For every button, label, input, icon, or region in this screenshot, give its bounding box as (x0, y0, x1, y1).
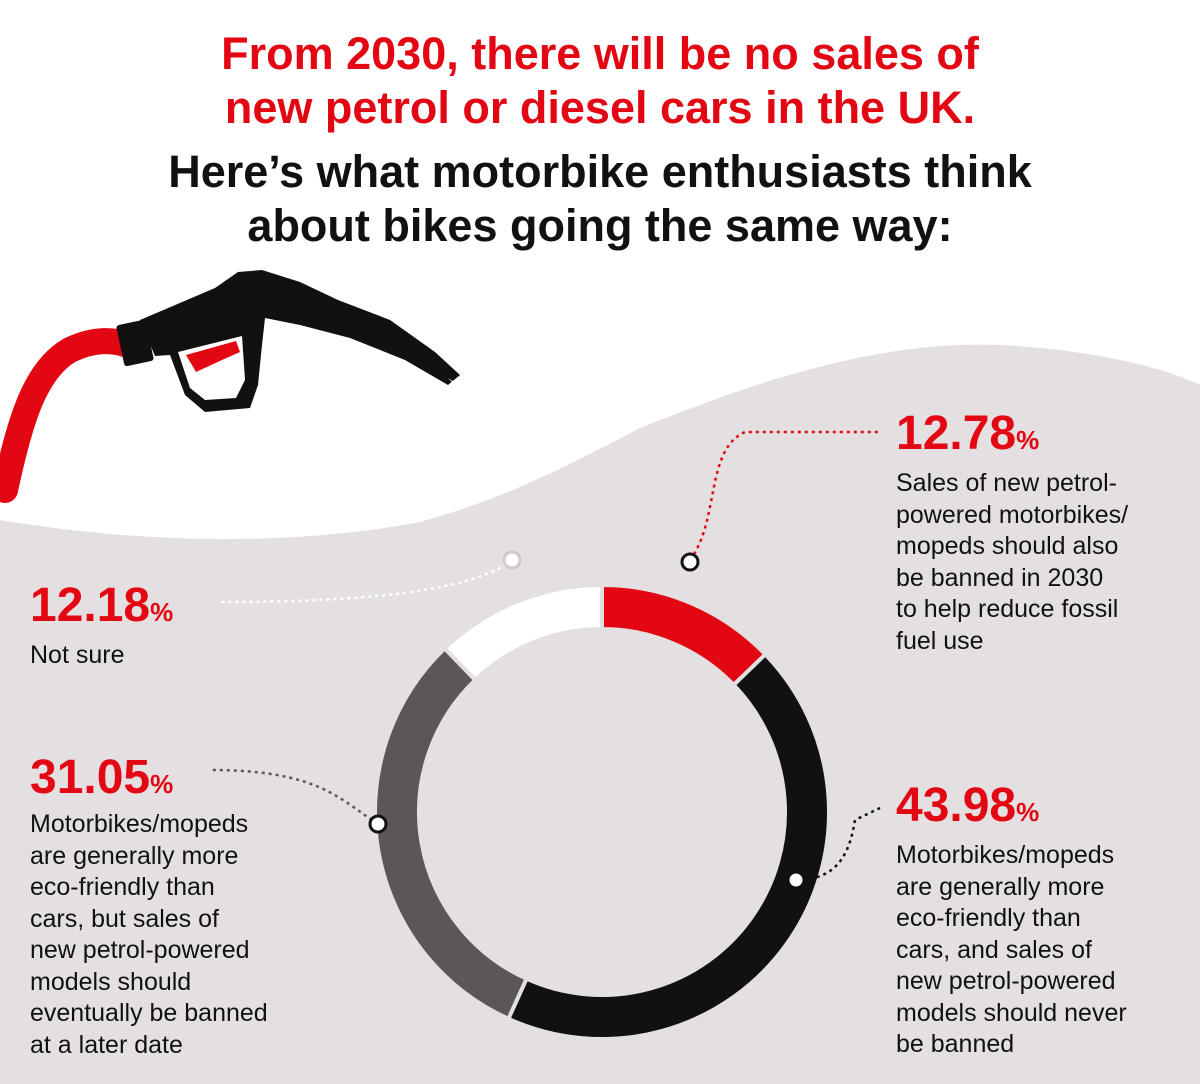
leader-dot-slice-banned-later (368, 814, 388, 834)
slice-not-sure (441, 582, 604, 683)
slice-description-banned-2030: Sales of new petrol- powered motorbikes/… (896, 469, 1129, 655)
fuel-stream (448, 378, 548, 472)
slice-banned-later (373, 645, 530, 1022)
leader-line-not-sure (219, 559, 513, 604)
subtitle-line-1: Here’s what motorbike enthusiasts think (168, 146, 1032, 197)
fuel-droplet (441, 422, 451, 438)
slice-description-never-banned: Motorbikes/mopeds are generally more eco… (896, 841, 1127, 1058)
slice-value-label-banned-2030: 12.78% (896, 407, 1040, 460)
slice-never-banned (505, 651, 832, 1041)
slice-description-banned-later: Motorbikes/mopeds are generally more eco… (30, 810, 268, 1059)
leader-dot-slice-not-sure (502, 550, 522, 570)
title-line-1: From 2030, there will be no sales of (221, 28, 979, 79)
leader-line-banned-2030 (688, 430, 880, 561)
fuel-droplet (576, 436, 584, 448)
leader-line-banned-later (209, 768, 379, 826)
leader-dot-slice-never-banned (786, 870, 806, 890)
title-line-2: new petrol or diesel cars in the UK. (224, 82, 976, 133)
fuel-hose (0, 328, 141, 503)
subtitle-line-2: about bikes going the same way: (247, 200, 953, 251)
slice-value-label-never-banned: 43.98% (896, 779, 1040, 832)
slice-value-label-not-sure: 12.18% (30, 579, 174, 632)
fuel-pump-nozzle-icon (0, 270, 460, 503)
hose-collar (116, 319, 154, 367)
nozzle-trigger (186, 341, 240, 372)
slice-value-label-banned-later: 31.05% (30, 751, 174, 804)
fuel-droplet (553, 402, 567, 422)
leader-dot-slice-banned-2030 (680, 552, 700, 572)
slice-description-not-sure: Not sure (30, 641, 125, 669)
leader-line-never-banned (795, 806, 881, 882)
grey-background-wave (0, 344, 1200, 1084)
slice-banned-2030 (600, 582, 769, 688)
fuel-splash (441, 378, 584, 472)
